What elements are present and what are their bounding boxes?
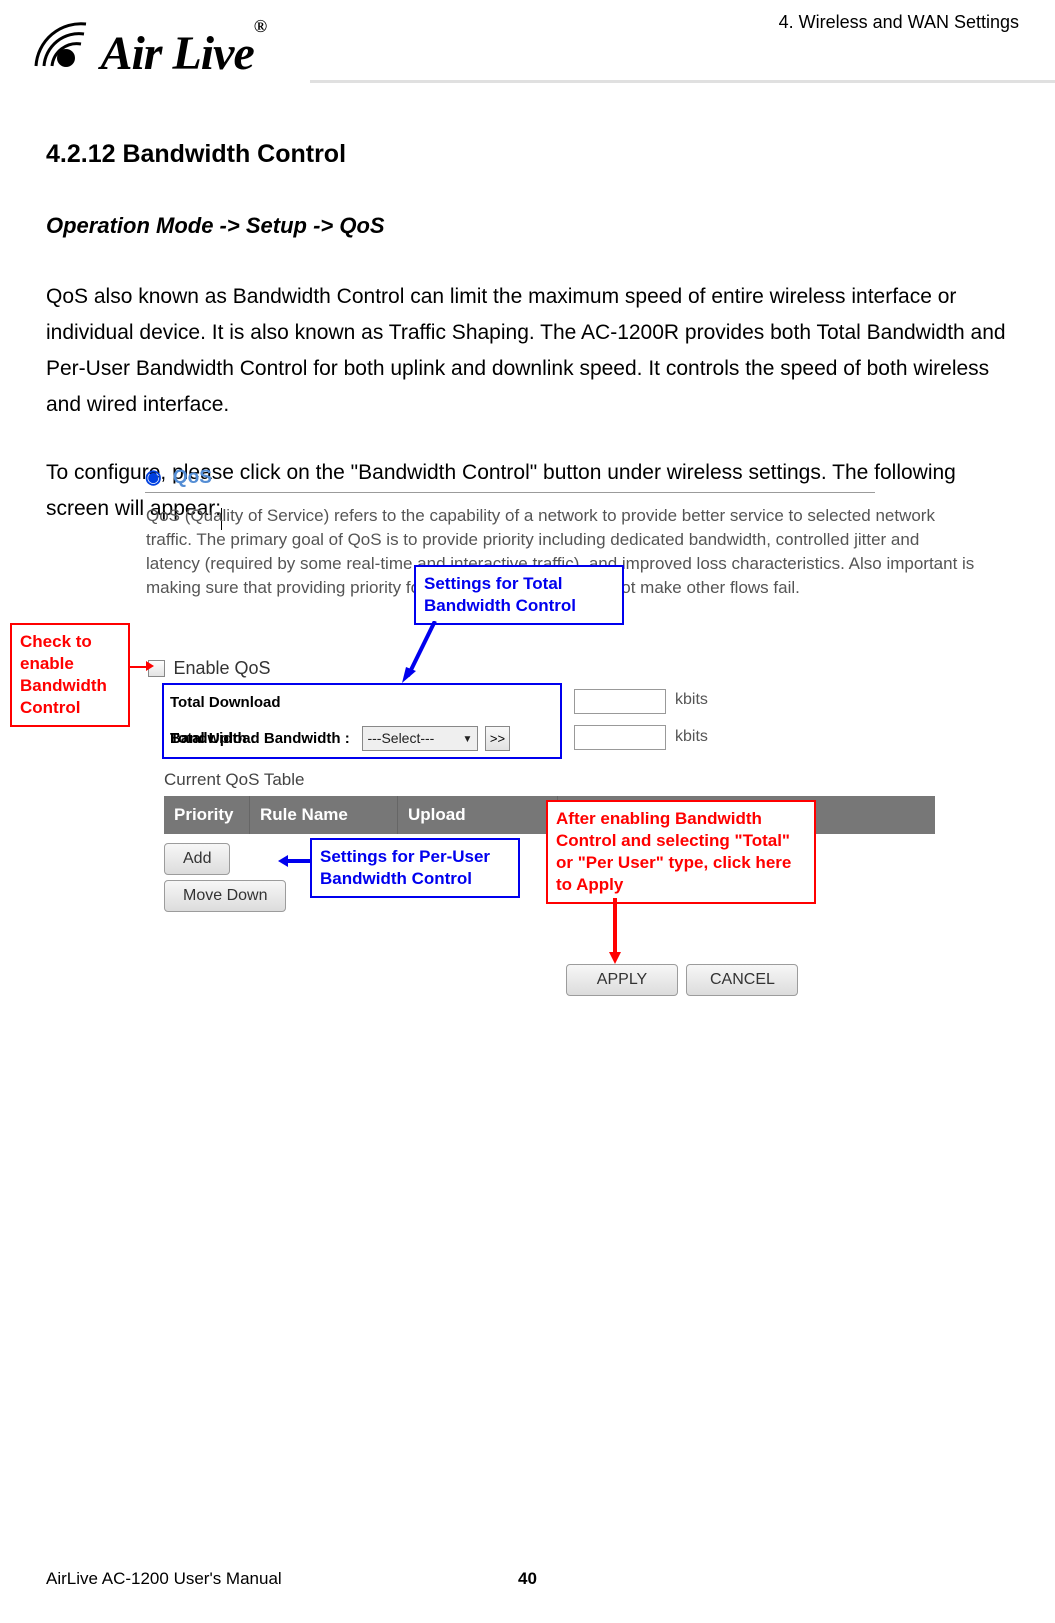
breadcrumb-path: Operation Mode -> Setup -> QoS [46,213,1009,239]
annotation-enable: Check to enable Bandwidth Control [10,623,130,727]
upload-unit-label: kbits [675,728,708,746]
upload-select[interactable]: ---Select--- [362,726,478,751]
arrow-line [128,666,148,668]
arrow-total-bw [400,621,450,686]
col-priority: Priority [164,796,250,834]
footer-page-number: 40 [518,1569,537,1589]
header-breadcrumb: 4. Wireless and WAN Settings [779,12,1019,33]
logo-text: Air Live® [100,26,266,81]
enable-qos-label: Enable QoS [173,658,270,678]
arrow-apply [608,898,622,964]
download-value-input[interactable] [574,689,666,714]
add-button[interactable]: Add [164,843,230,875]
col-upload-bw: Upload Bandwidth [398,796,558,834]
col-rule-name: Rule Name [250,796,398,834]
qos-panel-header: ◉ QoS [145,466,212,489]
body-paragraph-1: QoS also known as Bandwidth Control can … [46,279,1009,423]
total-bandwidth-group: Total Download Bandwidth : ---Select--- … [162,683,562,759]
annotation-total-bw: Settings for Total Bandwidth Control [414,565,624,625]
logo: Air Live® [26,6,266,81]
qos-title: QoS [173,467,212,488]
footer-manual-title: AirLive AC-1200 User's Manual [46,1569,282,1589]
arrow-head-icon [146,661,154,671]
qos-header-underline [145,492,875,493]
header-divider [310,80,1055,83]
cancel-button[interactable]: CANCEL [686,964,798,996]
qos-table-title: Current QoS Table [164,770,304,790]
section-title: 4.2.12 Bandwidth Control [46,140,1009,169]
logo-registered: ® [254,16,266,36]
logo-rays-icon [26,6,100,81]
logo-text-label: Air Live [100,27,253,80]
upload-label: Total Upload Bandwidth : [164,721,358,757]
download-unit-label: kbits [675,691,708,709]
upload-value-input[interactable] [574,725,666,750]
annotation-apply: After enabling Bandwidth Control and sel… [546,800,816,904]
annotation-per-user: Settings for Per-User Bandwidth Control [310,838,520,898]
bullet-icon: ◉ [145,466,162,489]
apply-button[interactable]: APPLY [566,964,678,996]
upload-go-button[interactable]: >> [485,726,510,751]
move-down-button[interactable]: Move Down [164,880,286,912]
arrow-per-user [278,854,312,868]
